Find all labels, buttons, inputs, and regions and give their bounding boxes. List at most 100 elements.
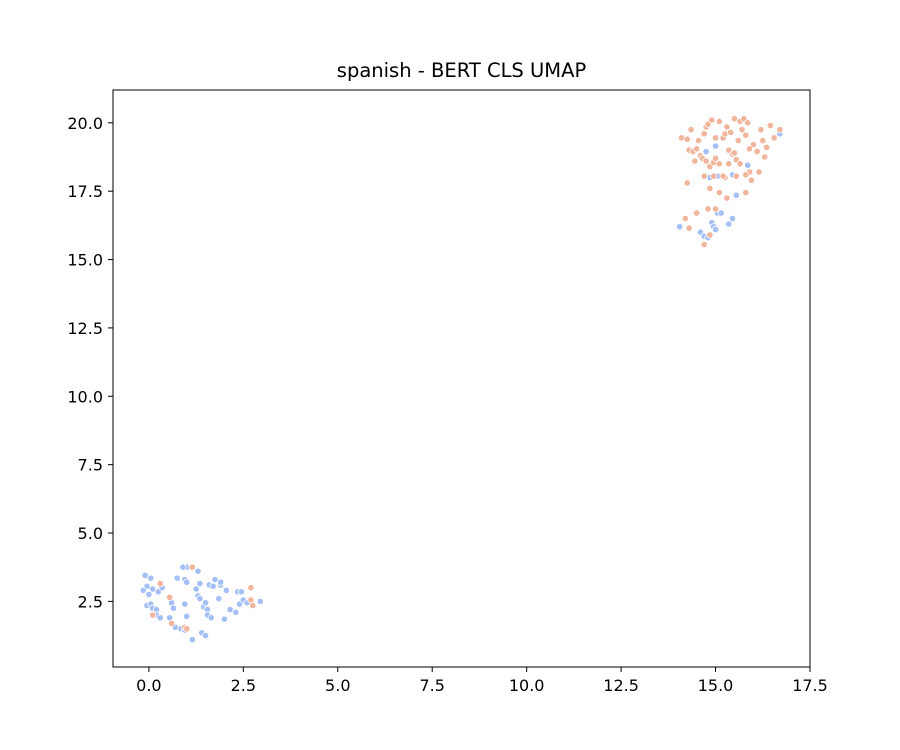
data-point-blue-0 — [141, 571, 149, 579]
data-point-orange-31 — [727, 128, 735, 136]
data-point-orange-62 — [704, 205, 712, 213]
data-point-blue-27 — [192, 585, 200, 593]
data-point-orange-15 — [693, 145, 701, 153]
data-point-orange-44 — [753, 147, 761, 156]
data-point-orange-67 — [700, 240, 708, 249]
data-point-blue-64 — [717, 209, 725, 217]
data-point-blue-1 — [147, 574, 155, 582]
data-point-orange-58 — [683, 179, 691, 187]
data-point-orange-48 — [762, 143, 771, 152]
data-point-orange-52 — [755, 168, 763, 176]
data-point-orange-69 — [710, 172, 718, 180]
data-point-orange-35 — [734, 136, 742, 145]
data-point-blue-55 — [183, 612, 191, 621]
data-point-orange-26 — [715, 117, 723, 126]
y-tick-label: 12.5 — [67, 319, 103, 338]
data-point-orange-46 — [759, 136, 767, 145]
data-point-orange-77 — [736, 160, 744, 168]
y-tick-label: 20.0 — [67, 114, 103, 133]
data-point-orange-74 — [711, 134, 720, 142]
data-point-orange-64 — [681, 214, 689, 223]
y-tick-label: 17.5 — [67, 182, 103, 201]
y-tick-label: 7.5 — [78, 456, 103, 475]
data-point-orange-13 — [687, 126, 695, 134]
data-point-orange-0 — [156, 579, 164, 588]
data-point-orange-60 — [732, 172, 740, 180]
x-tick-label: 12.5 — [603, 676, 639, 695]
data-point-orange-2 — [166, 593, 174, 601]
data-point-orange-71 — [715, 160, 723, 168]
data-point-blue-56 — [676, 223, 684, 231]
data-point-orange-9 — [249, 601, 257, 610]
data-point-blue-16 — [169, 604, 178, 612]
data-point-orange-3 — [167, 619, 176, 627]
data-point-orange-42 — [747, 176, 756, 184]
data-point-blue-21 — [181, 600, 189, 608]
y-tick-label: 2.5 — [78, 592, 103, 611]
data-point-orange-47 — [761, 153, 769, 161]
data-point-orange-51 — [776, 126, 784, 134]
data-point-blue-39 — [207, 614, 215, 622]
x-tick-label: 7.5 — [419, 676, 444, 695]
data-point-orange-70 — [719, 172, 727, 180]
data-point-orange-73 — [730, 149, 739, 157]
data-point-blue-25 — [179, 563, 187, 571]
plot-frame — [112, 89, 811, 668]
data-point-blue-41 — [211, 575, 219, 584]
data-point-blue-48 — [232, 608, 240, 616]
data-point-blue-3 — [149, 585, 157, 593]
y-tick-label: 10.0 — [67, 387, 103, 406]
data-point-blue-47 — [226, 605, 234, 614]
data-point-orange-66 — [711, 205, 720, 213]
data-point-blue-54 — [256, 597, 264, 605]
x-tick-label: 17.5 — [792, 676, 828, 695]
data-point-blue-30 — [196, 579, 204, 588]
data-point-orange-45 — [757, 126, 765, 134]
data-points-layer — [139, 115, 784, 644]
data-point-orange-72 — [725, 160, 733, 168]
data-point-orange-76 — [702, 157, 710, 165]
data-point-orange-5 — [183, 625, 191, 633]
data-point-blue-66 — [728, 214, 737, 223]
data-point-blue-72 — [702, 147, 710, 156]
data-point-blue-23 — [183, 578, 191, 586]
data-point-orange-49 — [766, 121, 774, 130]
y-tick-label: 5.0 — [78, 524, 103, 543]
x-tick-label: 15.0 — [698, 676, 734, 695]
data-point-blue-26 — [188, 636, 196, 644]
chart-title: spanish - BERT CLS UMAP — [337, 59, 587, 82]
data-point-blue-65 — [725, 220, 733, 228]
data-point-orange-61 — [742, 171, 750, 179]
data-point-blue-5 — [145, 590, 153, 599]
data-point-blue-70 — [732, 191, 740, 199]
data-point-blue-62 — [711, 225, 720, 234]
x-tick-label: 10.0 — [509, 676, 545, 695]
data-point-blue-45 — [220, 615, 229, 623]
data-point-orange-53 — [742, 188, 750, 197]
data-point-orange-7 — [247, 584, 255, 592]
data-point-orange-25 — [711, 154, 720, 162]
data-point-blue-35 — [201, 599, 210, 607]
data-point-blue-29 — [194, 567, 202, 575]
data-point-blue-42 — [215, 595, 223, 603]
data-point-orange-55 — [715, 188, 723, 197]
x-tick-label: 5.0 — [325, 676, 350, 695]
x-tick-label: 0.0 — [136, 676, 161, 695]
data-point-orange-65 — [685, 224, 693, 232]
data-point-blue-46 — [222, 586, 230, 595]
data-point-orange-6 — [188, 563, 196, 571]
data-point-orange-29 — [723, 123, 731, 131]
data-point-blue-4 — [139, 586, 147, 595]
data-point-orange-63 — [693, 209, 701, 217]
data-point-blue-34 — [201, 631, 210, 640]
data-point-orange-59 — [700, 172, 708, 180]
data-point-orange-22 — [708, 116, 716, 124]
data-point-orange-16 — [694, 136, 703, 145]
y-tick-label: 15.0 — [67, 251, 103, 270]
axes-layer: 0.0 2.5 5.0 7.5 10.0 12.5 15.0 17.5 2.5 5.0 7.5 10.… — [67, 89, 828, 695]
data-point-blue-51 — [237, 588, 246, 596]
data-point-orange-68 — [706, 231, 714, 239]
data-point-orange-1 — [149, 611, 157, 619]
data-point-orange-75 — [691, 157, 699, 165]
